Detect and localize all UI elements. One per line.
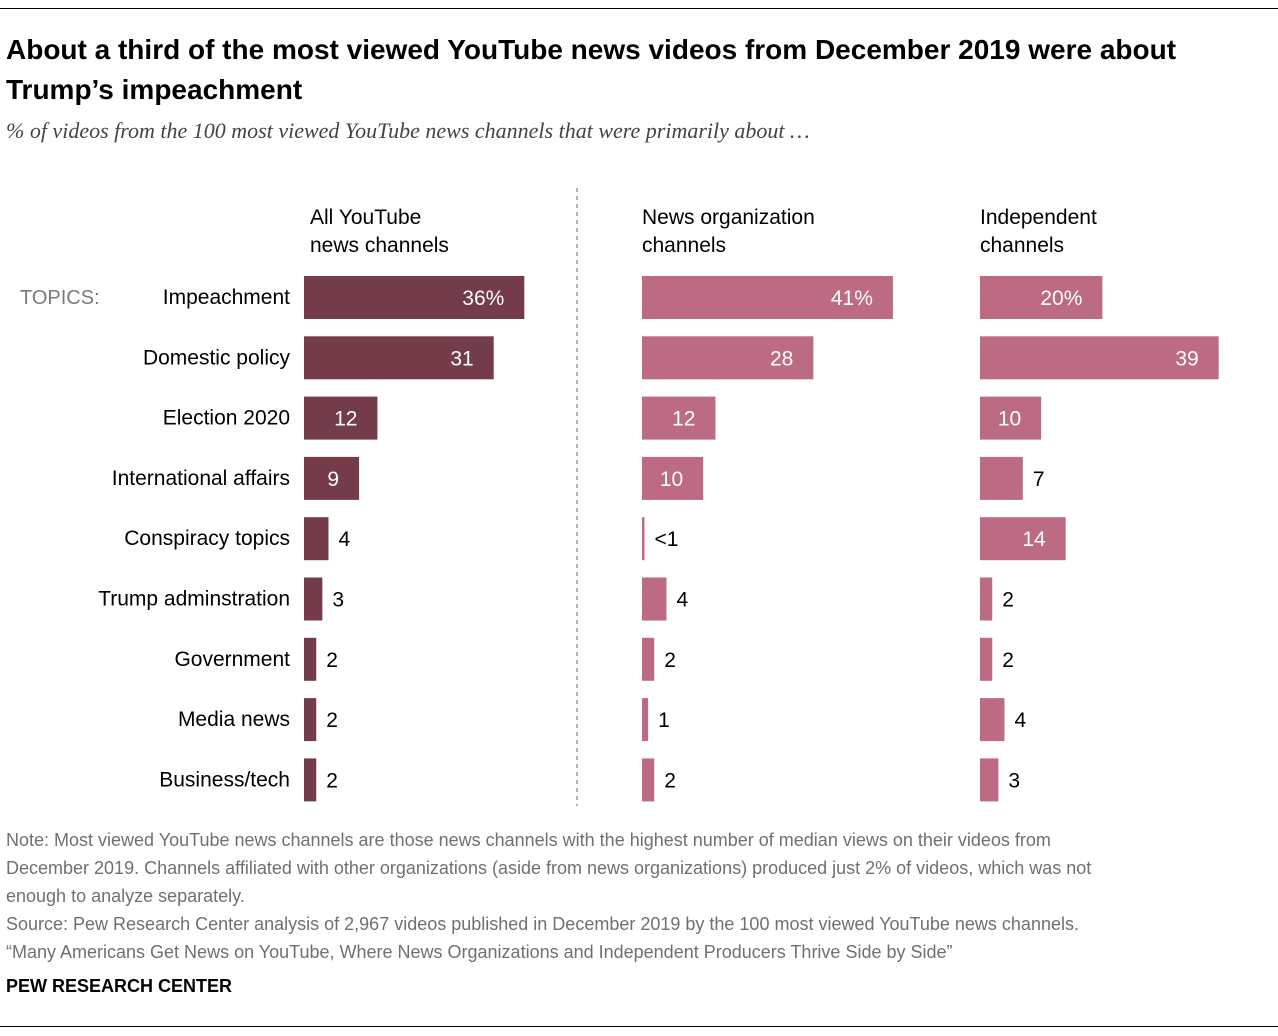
bar [642, 577, 667, 621]
category-label: Conspiracy topics [124, 527, 290, 550]
bar [980, 517, 1066, 561]
bar [304, 577, 323, 621]
bar [642, 637, 655, 681]
note-line: enough to analyze separately. [6, 886, 245, 906]
bar [304, 456, 360, 500]
category-label: Trump adminstration [98, 588, 290, 611]
data-label: <1 [654, 528, 678, 551]
category-label: Government [174, 648, 290, 671]
category-label: Media news [178, 708, 290, 731]
data-label: 39 [1175, 347, 1198, 370]
series-header: News organization [642, 206, 815, 229]
data-label: 10 [660, 468, 683, 491]
data-label: 2 [1002, 649, 1014, 672]
data-label: 2 [664, 649, 676, 672]
chart-title: About a third of the most viewed YouTube… [6, 34, 1177, 105]
data-label: 31 [450, 347, 473, 370]
data-label: 1 [658, 709, 670, 732]
data-label: 3 [1008, 769, 1020, 792]
note-line: December 2019. Channels affiliated with … [6, 858, 1092, 878]
series-header: news channels [310, 234, 449, 257]
bar [304, 336, 494, 380]
category-label: Domestic policy [143, 346, 291, 369]
category-label: Business/tech [159, 768, 290, 791]
topics-label: TOPICS: [20, 287, 100, 309]
category-label: International affairs [112, 467, 290, 490]
pew-research-center-logo: PEW RESEARCH CENTER [6, 976, 233, 996]
data-label: 2 [326, 709, 338, 732]
series-header: Independent [980, 206, 1097, 229]
bar [642, 336, 814, 380]
chart-note: Note: Most viewed YouTube news channels … [6, 826, 1266, 966]
bar [980, 577, 993, 621]
data-label: 3 [332, 589, 344, 612]
bar [980, 456, 1023, 500]
bar-chart: TOPICS: Impeachment Domestic policy Electio… [20, 188, 1219, 806]
bar [642, 698, 649, 742]
data-label: 20% [1040, 287, 1082, 310]
bar [980, 396, 1042, 440]
bar [304, 698, 317, 742]
series-header: All YouTube [310, 206, 421, 229]
bar [980, 336, 1219, 380]
bar [642, 276, 893, 319]
note-line: Note: Most viewed YouTube news channels … [6, 830, 1051, 850]
data-label: 4 [676, 589, 688, 612]
data-label: 7 [1033, 468, 1045, 491]
bar [980, 637, 993, 681]
bar [304, 396, 378, 440]
bar [642, 758, 655, 802]
report-title-line: “Many Americans Get News on YouTube, Whe… [6, 942, 953, 962]
data-label: 2 [1002, 589, 1014, 612]
data-label: 28 [770, 347, 793, 370]
data-label: 12 [672, 408, 695, 431]
series-header: channels [642, 234, 726, 257]
bar [304, 276, 525, 319]
category-label: Election 2020 [163, 407, 290, 430]
bar [304, 637, 317, 681]
bar [304, 517, 329, 561]
source-line: Source: Pew Research Center analysis of … [6, 914, 1079, 934]
bar [980, 758, 999, 802]
data-label: 2 [326, 769, 338, 792]
bar [642, 517, 645, 561]
category-label: Impeachment [163, 286, 290, 309]
top-rule [0, 8, 1278, 9]
chart-subtitle: % of videos from the 100 most viewed You… [6, 118, 810, 143]
bar [304, 758, 317, 802]
series-header: channels [980, 234, 1064, 257]
data-label: 36% [462, 287, 504, 310]
data-label: 4 [1014, 709, 1026, 732]
bar [642, 396, 716, 440]
data-label: 41% [831, 287, 873, 310]
data-label: 2 [664, 769, 676, 792]
data-label: 9 [327, 468, 339, 491]
bar [980, 276, 1103, 319]
bar [642, 456, 704, 500]
data-label: 4 [338, 528, 350, 551]
data-label: 10 [998, 408, 1021, 431]
data-label: 12 [334, 408, 357, 431]
data-label: 14 [1022, 528, 1046, 551]
bar [980, 698, 1005, 742]
bottom-rule [0, 1026, 1278, 1027]
data-label: 2 [326, 649, 338, 672]
